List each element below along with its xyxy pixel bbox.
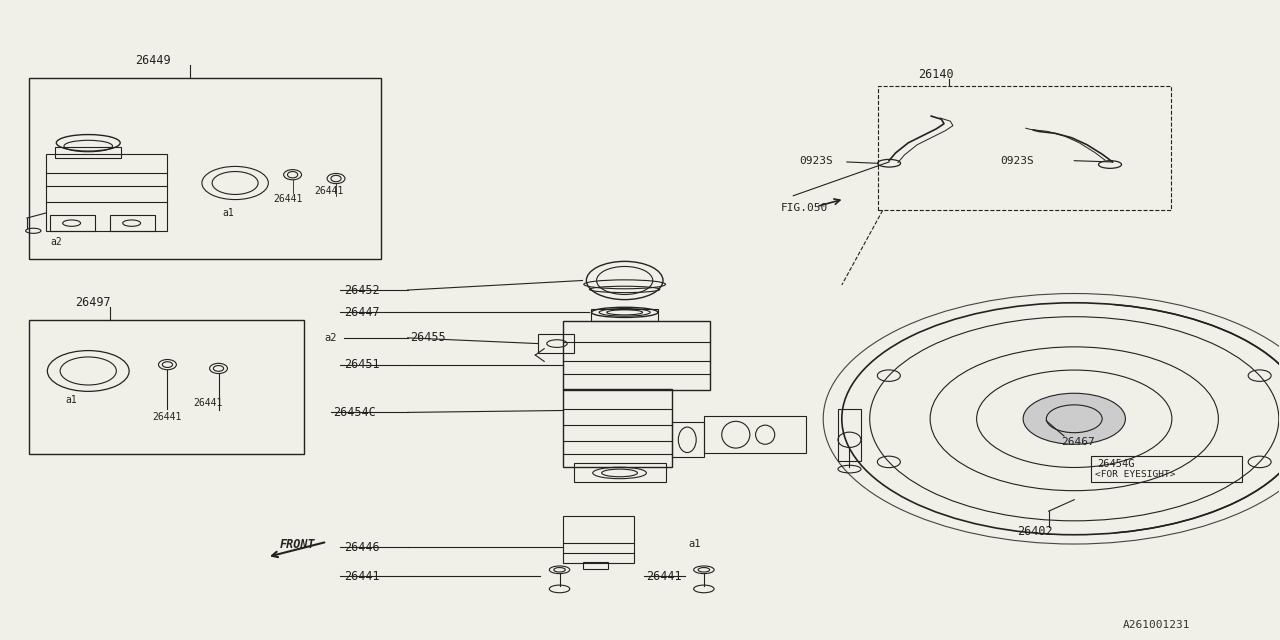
- Bar: [838, 409, 861, 461]
- Text: 26402: 26402: [1016, 525, 1052, 538]
- Circle shape: [1023, 393, 1125, 444]
- Bar: [704, 415, 806, 452]
- Bar: [538, 334, 573, 353]
- Bar: [110, 215, 155, 231]
- Text: 26441: 26441: [274, 194, 303, 204]
- Text: a1: a1: [223, 208, 234, 218]
- Text: 26441: 26441: [646, 570, 682, 582]
- Text: 26467: 26467: [1061, 437, 1096, 447]
- Text: 26447: 26447: [344, 306, 379, 319]
- Text: a2: a2: [50, 237, 61, 246]
- Text: 26441: 26441: [344, 570, 379, 582]
- Bar: [591, 308, 658, 321]
- Bar: [46, 154, 168, 231]
- Text: 26449: 26449: [136, 54, 172, 67]
- Text: 26497: 26497: [76, 296, 111, 308]
- Text: 26441: 26441: [193, 398, 223, 408]
- Text: a1: a1: [65, 395, 77, 404]
- Text: FIG.050: FIG.050: [781, 204, 828, 214]
- Bar: [1091, 456, 1242, 483]
- Bar: [563, 516, 634, 563]
- Text: 26441: 26441: [315, 186, 344, 196]
- Text: FRONT: FRONT: [280, 538, 315, 551]
- Text: 26452: 26452: [344, 284, 379, 296]
- Text: 26140: 26140: [919, 68, 954, 81]
- Text: A261001231: A261001231: [1123, 620, 1190, 630]
- Bar: [878, 86, 1171, 211]
- Bar: [573, 463, 666, 483]
- Bar: [672, 422, 704, 457]
- Bar: [55, 147, 122, 157]
- Text: 26454G: 26454G: [1097, 459, 1135, 469]
- Bar: [582, 562, 608, 568]
- Text: 26454C: 26454C: [334, 406, 376, 419]
- Text: 26455: 26455: [410, 332, 445, 344]
- Bar: [29, 320, 305, 454]
- Text: a1: a1: [689, 540, 701, 549]
- Text: 0923S: 0923S: [1000, 156, 1034, 166]
- Text: 0923S: 0923S: [800, 156, 833, 166]
- Text: <FOR EYESIGHT>: <FOR EYESIGHT>: [1094, 470, 1175, 479]
- Text: 26451: 26451: [344, 358, 379, 371]
- Bar: [563, 321, 710, 390]
- Bar: [50, 215, 95, 231]
- Text: a2: a2: [325, 333, 337, 343]
- Text: 26446: 26446: [344, 541, 379, 554]
- Bar: [29, 78, 380, 259]
- Text: 26441: 26441: [152, 412, 182, 422]
- Bar: [563, 389, 672, 467]
